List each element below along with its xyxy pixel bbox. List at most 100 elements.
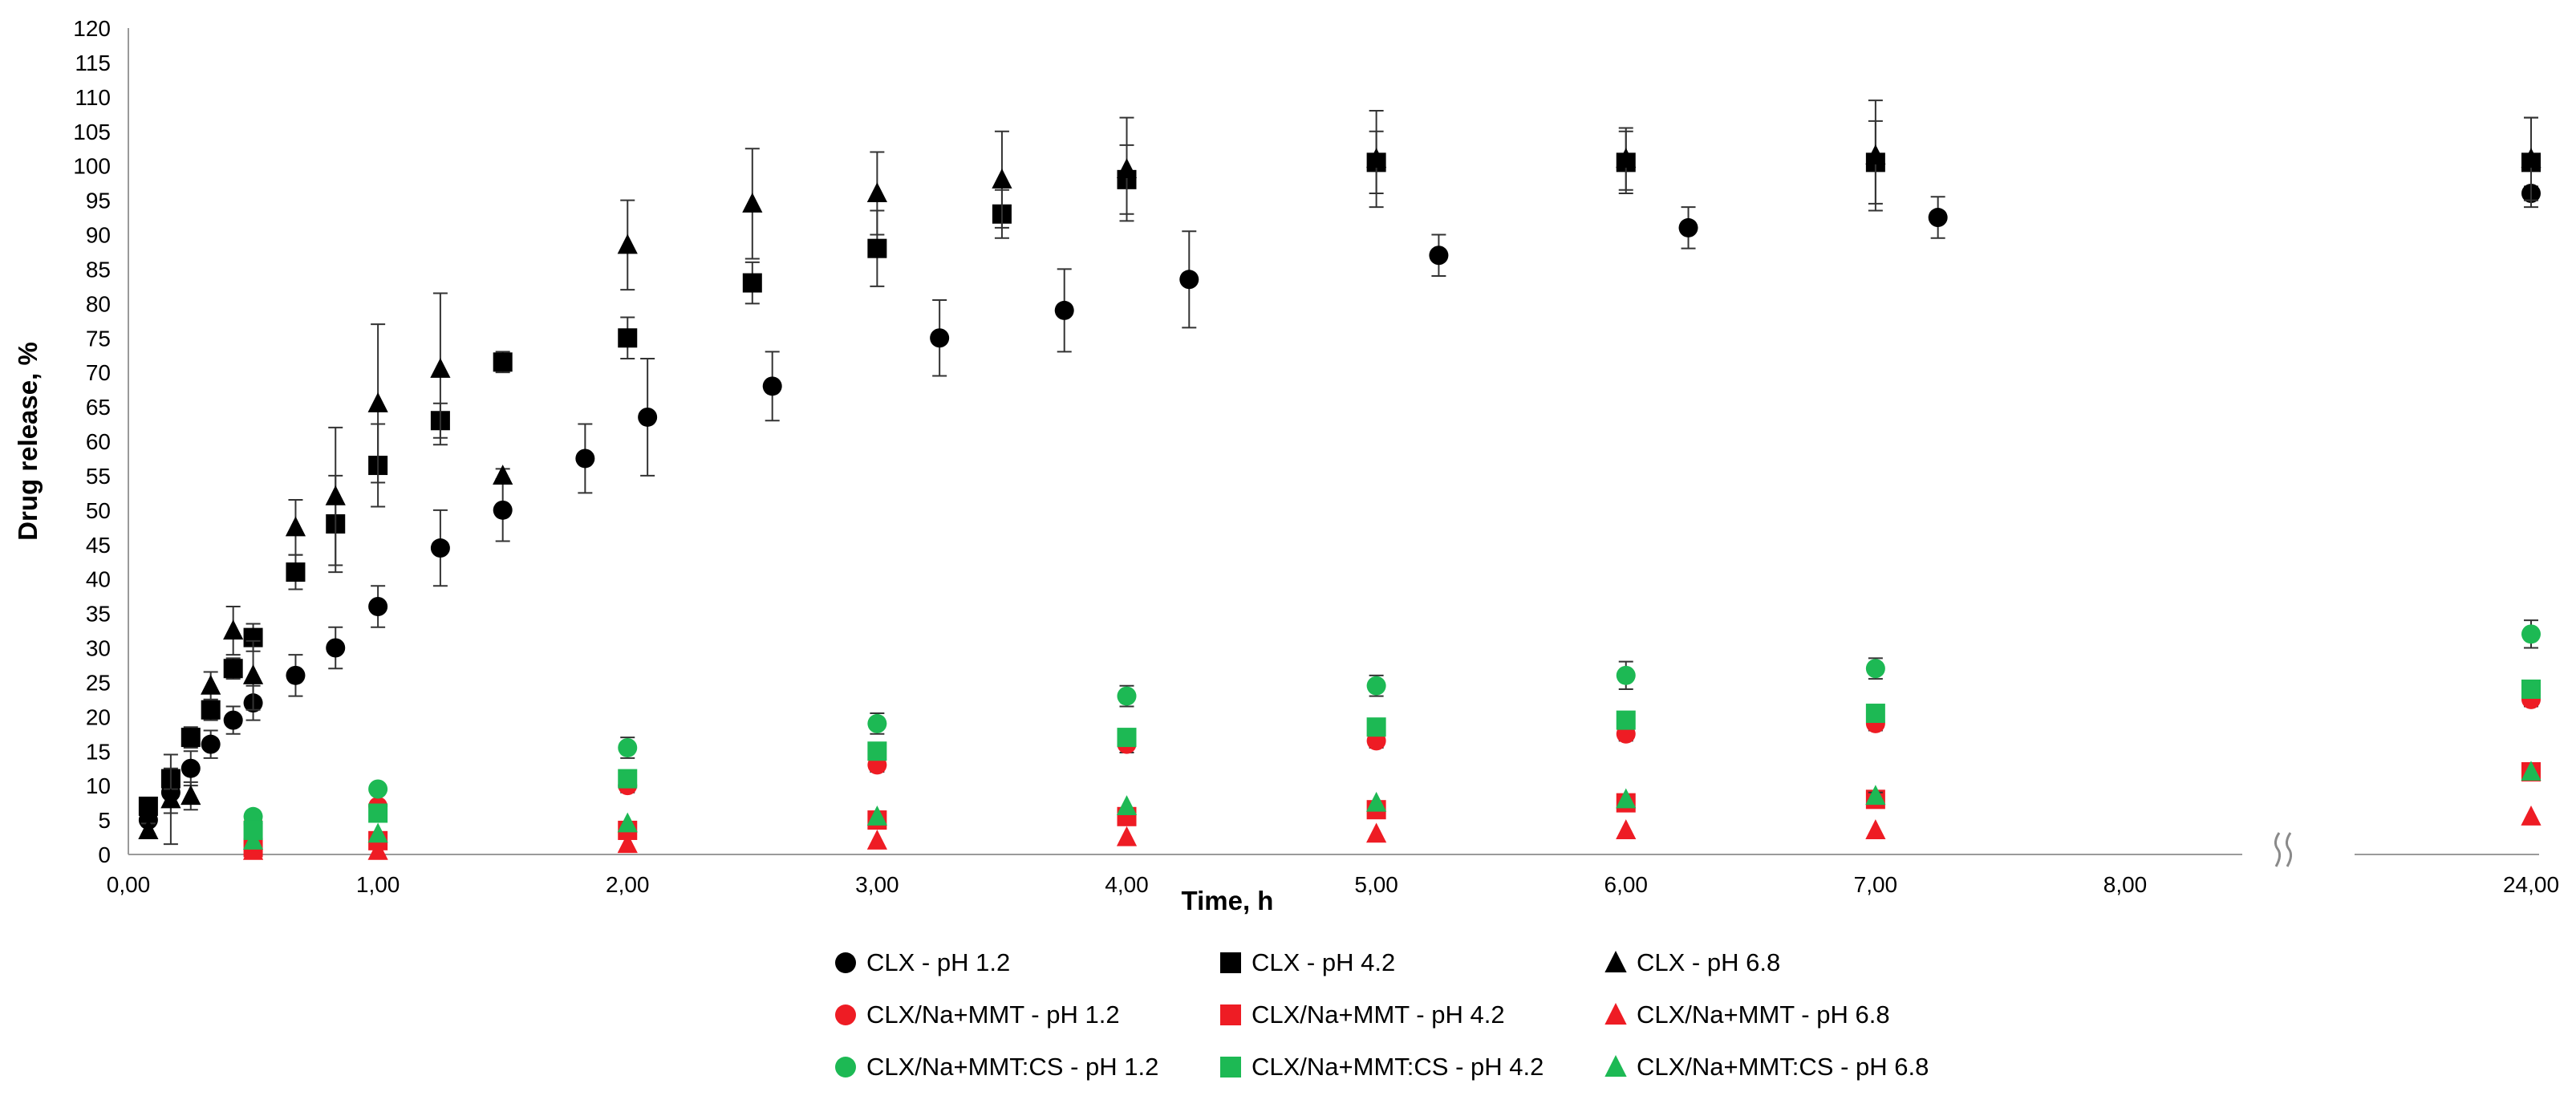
y-tick-label: 85 xyxy=(86,257,111,282)
legend-label: CLX/Na+MMT - pH 1.2 xyxy=(866,1000,1120,1029)
y-tick-label: 105 xyxy=(73,120,111,144)
y-tick-label: 10 xyxy=(86,773,111,798)
data-point xyxy=(368,597,388,616)
y-tick-label: 0 xyxy=(98,842,111,867)
data-point xyxy=(242,664,264,684)
data-point xyxy=(1366,676,1386,696)
legend-label: CLX - pH 6.8 xyxy=(1637,948,1780,976)
data-point xyxy=(2521,624,2541,644)
data-point xyxy=(618,737,638,757)
data-point xyxy=(430,358,451,378)
series xyxy=(243,619,2541,826)
legend-item: CLX/Na+MMT:CS - pH 6.8 xyxy=(1604,1053,1929,1081)
y-tick-label: 75 xyxy=(86,326,111,351)
data-point xyxy=(367,822,388,843)
data-point xyxy=(138,819,159,839)
y-tick-label: 5 xyxy=(98,808,111,833)
data-point xyxy=(1616,665,1636,685)
data-point xyxy=(617,233,638,254)
x-tick-label: 24,00 xyxy=(2503,872,2559,897)
data-point xyxy=(1116,826,1138,846)
y-tick-label: 80 xyxy=(86,291,111,316)
data-point xyxy=(1604,1055,1627,1077)
data-point xyxy=(326,638,346,658)
y-tick-label: 115 xyxy=(75,51,111,75)
data-point xyxy=(367,839,388,860)
data-point xyxy=(367,392,388,412)
data-point xyxy=(181,758,201,778)
x-tick-label: 6,00 xyxy=(1604,872,1649,897)
data-point xyxy=(1429,246,1449,266)
data-point xyxy=(617,833,638,854)
data-point xyxy=(866,805,887,826)
y-tick-label: 90 xyxy=(86,223,111,248)
legend-item: CLX - pH 1.2 xyxy=(835,948,1010,976)
data-point xyxy=(1220,1004,1241,1025)
data-point xyxy=(1117,728,1137,748)
y-tick-label: 35 xyxy=(86,602,111,627)
series xyxy=(242,761,2542,850)
series xyxy=(242,805,2542,860)
y-axis-label: Drug release, % xyxy=(13,342,43,541)
data-point xyxy=(835,952,856,973)
y-tick-label: 65 xyxy=(86,395,111,420)
data-point xyxy=(201,700,221,720)
x-axis-label: Time, h xyxy=(1182,886,1274,915)
data-point xyxy=(617,812,638,833)
data-point xyxy=(1220,1057,1241,1078)
legend-item: CLX/Na+MMT - pH 4.2 xyxy=(1220,1000,1505,1029)
data-point xyxy=(1604,951,1627,972)
data-point xyxy=(2521,148,2542,168)
data-point xyxy=(742,273,762,293)
y-tick-label: 110 xyxy=(75,85,111,110)
data-point xyxy=(866,182,887,203)
data-point xyxy=(1220,952,1241,973)
legend-label: CLX/Na+MMT - pH 6.8 xyxy=(1637,1000,1890,1029)
legend-item: CLX/Na+MMT:CS - pH 4.2 xyxy=(1220,1053,1544,1081)
data-point xyxy=(286,665,306,685)
y-tick-label: 15 xyxy=(86,739,111,764)
data-point xyxy=(867,713,887,733)
series xyxy=(243,689,2541,834)
y-tick-label: 40 xyxy=(86,567,111,592)
axis-break-icon xyxy=(2274,832,2293,867)
data-point xyxy=(742,193,763,213)
data-point xyxy=(1616,148,1637,168)
x-tick-label: 1,00 xyxy=(356,872,400,897)
data-point xyxy=(2521,761,2542,781)
legend-label: CLX - pH 4.2 xyxy=(1251,948,1395,976)
data-point xyxy=(1366,148,1387,168)
data-point xyxy=(201,734,221,754)
data-point xyxy=(618,769,638,789)
data-point xyxy=(1865,704,1885,724)
data-point xyxy=(762,376,782,396)
y-tick-label: 25 xyxy=(86,670,111,695)
data-point xyxy=(1116,158,1138,178)
data-point xyxy=(325,485,346,505)
data-point xyxy=(1366,791,1387,812)
data-point xyxy=(835,1004,856,1025)
data-point xyxy=(1928,208,1948,228)
data-point xyxy=(368,779,388,799)
data-points xyxy=(138,99,2542,860)
data-point xyxy=(138,796,158,816)
data-point xyxy=(1179,270,1199,290)
data-point xyxy=(1616,710,1636,730)
data-point xyxy=(1865,659,1885,679)
legend-label: CLX/Na+MMT:CS - pH 6.8 xyxy=(1637,1053,1929,1081)
legend-label: CLX/Na+MMT - pH 4.2 xyxy=(1251,1000,1505,1029)
legend-item: CLX/Na+MMT - pH 6.8 xyxy=(1604,1000,1890,1029)
y-tick-label: 70 xyxy=(86,360,111,385)
legend: CLX - pH 1.2 CLX - pH 4.2 CLX - pH 6.8 CLX/… xyxy=(835,948,1929,1081)
x-tick-label: 4,00 xyxy=(1105,872,1149,897)
data-point xyxy=(223,659,243,679)
x-tick-labels: 0,00 1,00 2,00 3,00 4,00 5,00 6,00 7,00 8,00 24,0… xyxy=(107,872,2559,897)
data-point xyxy=(430,538,450,558)
y-tick-label: 120 xyxy=(73,16,111,41)
y-tick-label: 20 xyxy=(86,704,111,729)
series xyxy=(138,99,2542,846)
y-tick-label: 30 xyxy=(86,636,111,661)
x-tick-label: 8,00 xyxy=(2103,872,2148,897)
legend-label: CLX/Na+MMT:CS - pH 1.2 xyxy=(866,1053,1158,1081)
